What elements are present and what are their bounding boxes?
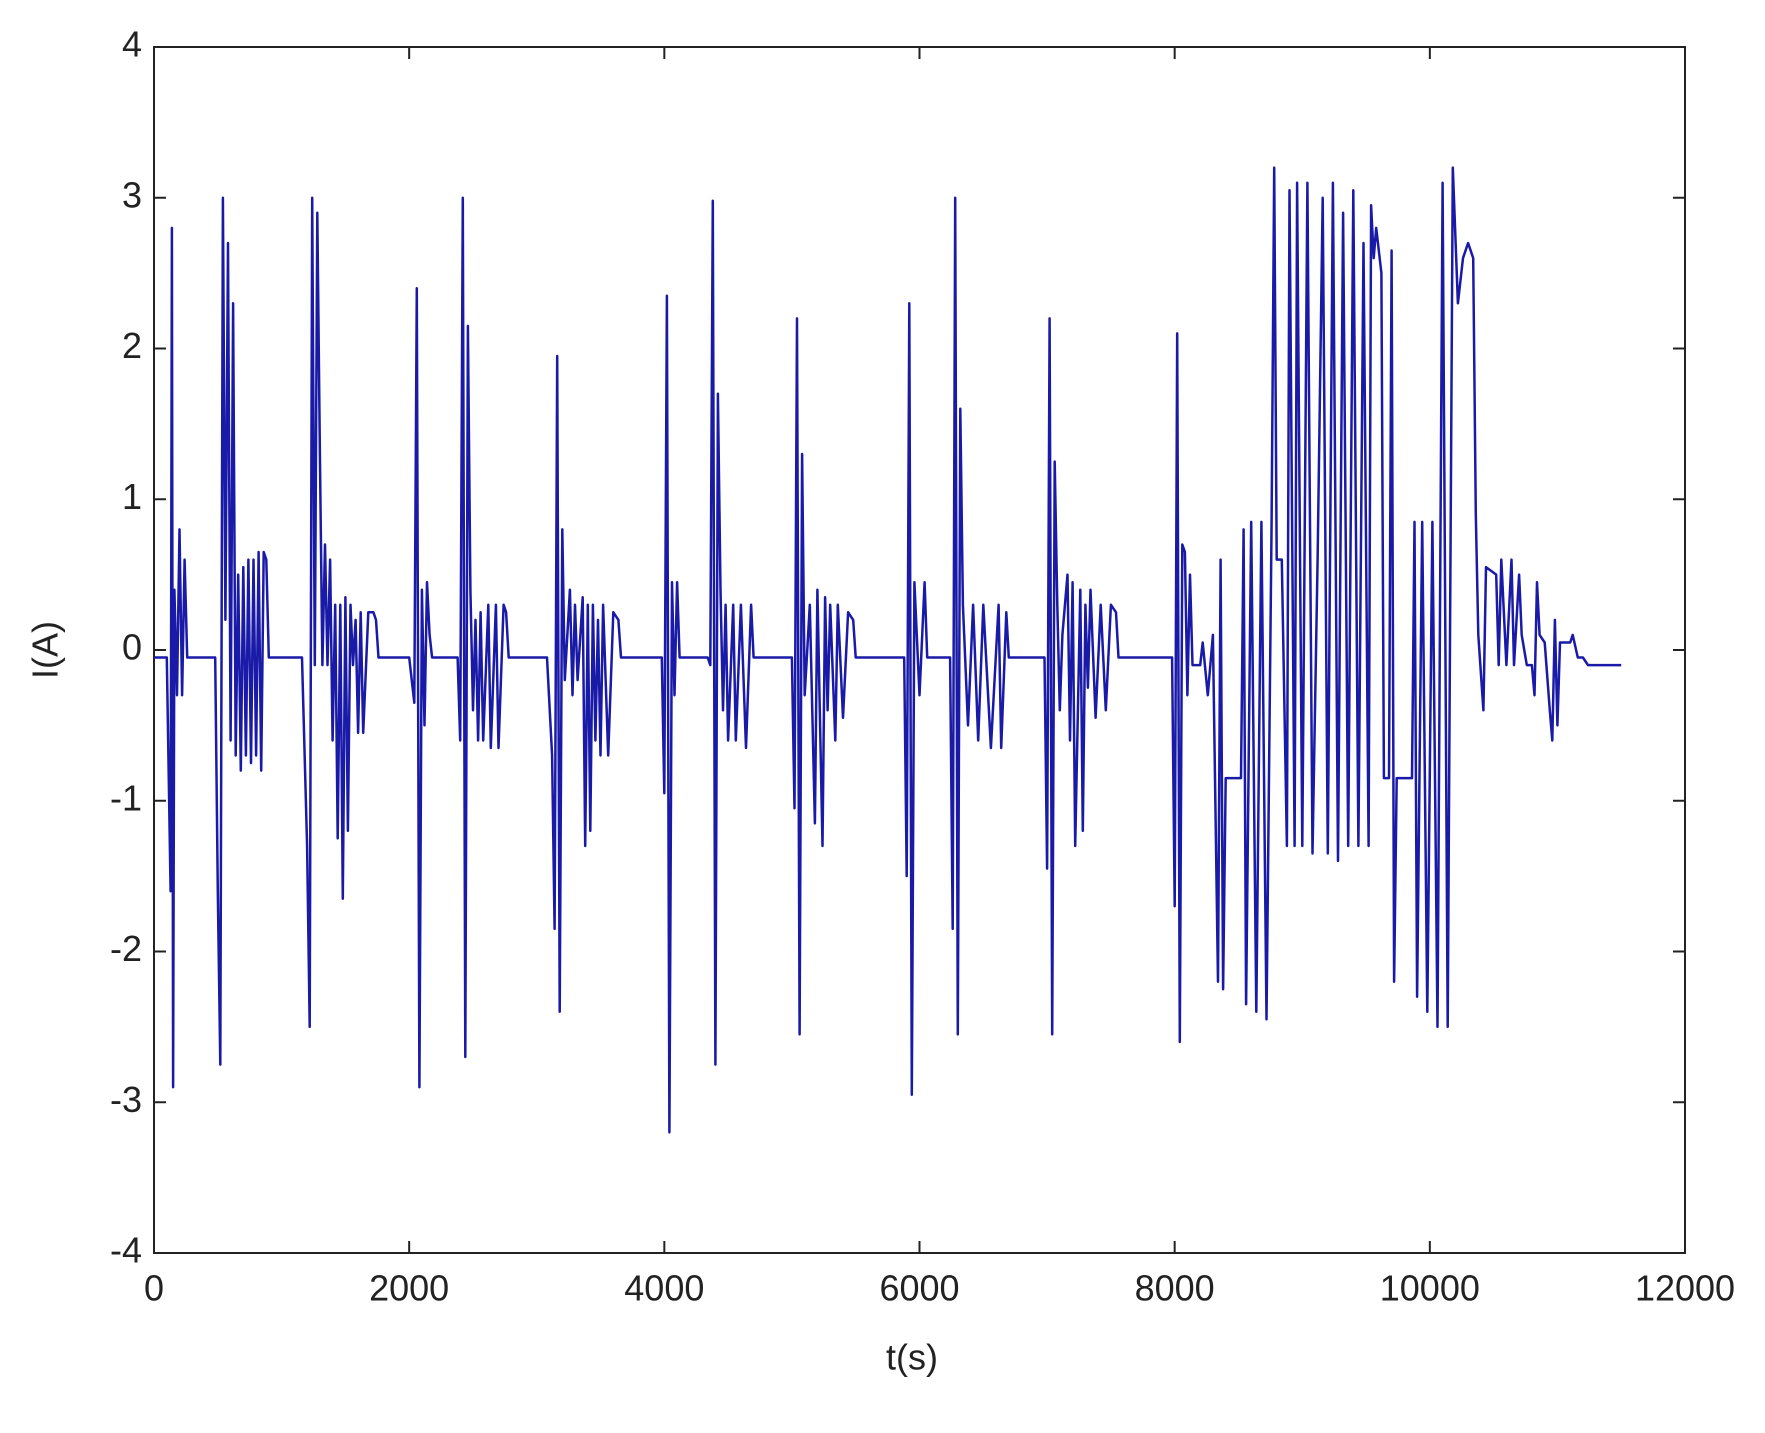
y-tick-label: 1 <box>122 476 142 517</box>
y-tick-label: -2 <box>110 928 142 969</box>
signal-line <box>154 166 1622 1134</box>
y-tick-label: 2 <box>122 325 142 366</box>
x-tick-label: 4000 <box>624 1268 704 1309</box>
x-tick-label: 12000 <box>1635 1268 1735 1309</box>
y-tick-label: -3 <box>110 1079 142 1120</box>
y-tick-label: 3 <box>122 174 142 215</box>
x-tick-label: 10000 <box>1380 1268 1480 1309</box>
y-tick-label: -4 <box>110 1230 142 1271</box>
x-tick-label: 6000 <box>879 1268 959 1309</box>
x-tick-label: 2000 <box>369 1268 449 1309</box>
y-tick-label: -1 <box>110 777 142 818</box>
y-tick-label: 0 <box>122 627 142 668</box>
x-axis-label: t(s) <box>886 1337 938 1378</box>
y-tick-label: 4 <box>122 24 142 65</box>
x-tick-label: 0 <box>144 1268 164 1309</box>
y-axis-label: I(A) <box>25 621 66 679</box>
x-tick-label: 8000 <box>1135 1268 1215 1309</box>
